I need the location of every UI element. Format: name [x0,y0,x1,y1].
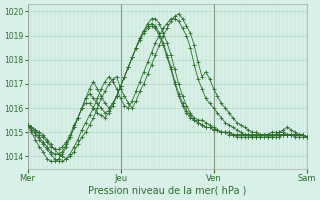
X-axis label: Pression niveau de la mer( hPa ): Pression niveau de la mer( hPa ) [88,186,246,196]
